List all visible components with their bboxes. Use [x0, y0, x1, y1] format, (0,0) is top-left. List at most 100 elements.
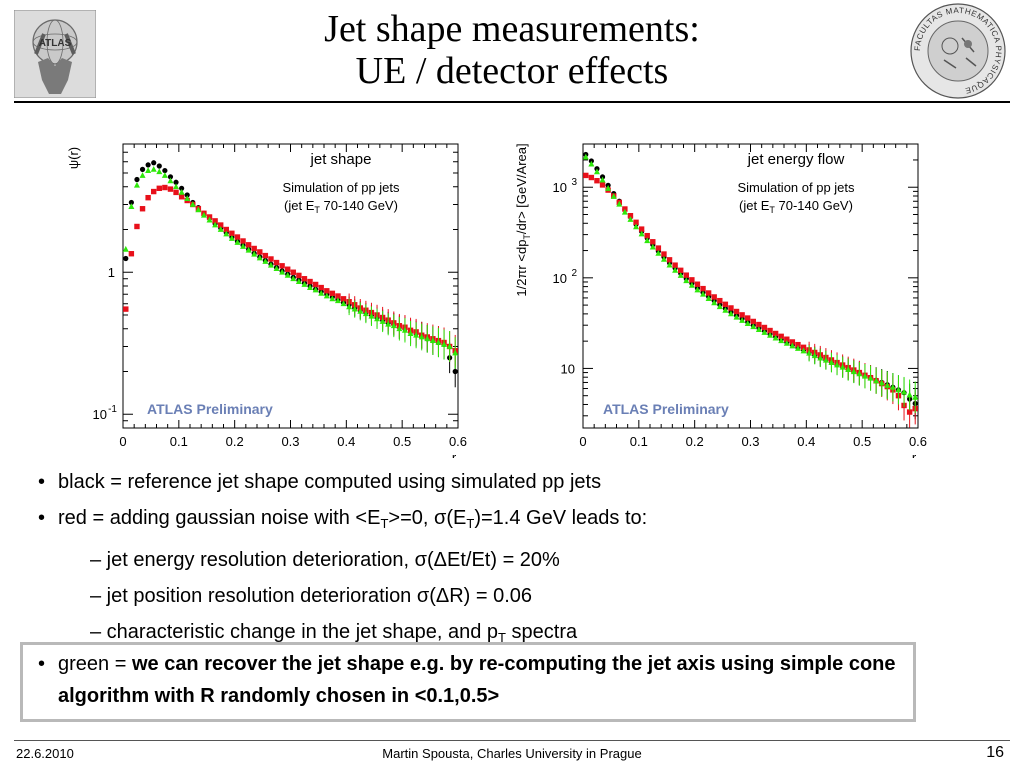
chart-title: jet energy flow: [747, 151, 845, 168]
y-axis-label: 1/2πr <dpT/dr> [GeV/Area]: [514, 143, 532, 296]
smeared-point: [906, 409, 913, 415]
recovered-point: [262, 258, 269, 264]
bullet-red: • red = adding gaussian noise with <ET>=0…: [38, 507, 648, 531]
smeared-point: [178, 194, 185, 200]
smeared-point: [245, 242, 252, 248]
smeared-point: [655, 245, 662, 251]
smeared-point: [251, 245, 257, 252]
x-tick-label: 0: [579, 434, 586, 449]
smeared-point: [123, 306, 129, 312]
recovered-point: [750, 323, 757, 330]
bullet-black-text: black = reference jet shape computed usi…: [58, 471, 602, 493]
recovered-point: [627, 216, 634, 222]
recovered-point: [156, 168, 163, 175]
reference-point: [151, 160, 157, 166]
bullet-red-mid: >=0, σ(E: [388, 507, 467, 529]
x-tick-label: 0.3: [741, 434, 759, 449]
chart-title: jet shape: [310, 151, 372, 168]
reference-point: [173, 179, 179, 185]
recovered-point: [906, 391, 913, 398]
smeared-point: [324, 288, 330, 294]
smeared-point: [666, 257, 673, 263]
recovered-point: [401, 326, 408, 333]
recovered-point: [390, 322, 397, 329]
smeared-point: [167, 186, 174, 192]
bullet-red-sub2: T: [466, 516, 475, 531]
smeared-point: [717, 297, 723, 304]
chart-subtitle-line-2: (jet ET 70-140 GeV): [284, 198, 398, 215]
y-tick-exponent: -1: [108, 404, 117, 415]
x-tick-label: 0.1: [630, 434, 648, 449]
recovered-point: [217, 226, 224, 232]
smeared-point: [638, 226, 645, 232]
recovered-point: [161, 172, 168, 178]
recovered-point: [861, 372, 868, 379]
recovered-point: [811, 352, 818, 359]
subbullet-shape-change-sub: T: [498, 630, 506, 645]
x-tick-label: 0.4: [337, 434, 355, 449]
recovered-point: [139, 172, 146, 178]
smeared-point: [756, 321, 762, 328]
recovered-point: [340, 300, 347, 307]
recovered-point: [621, 208, 628, 215]
recovered-point: [346, 303, 353, 310]
title-line-2: UE / detector effects: [355, 50, 669, 92]
y-tick-label: 1: [108, 265, 115, 280]
recovered-point: [307, 284, 314, 290]
recovered-point: [418, 333, 425, 340]
recovered-point: [850, 368, 857, 375]
recovered-point: [778, 337, 785, 344]
smeared-point: [722, 301, 729, 308]
green-highlight-box: [20, 642, 916, 722]
smeared-point: [761, 324, 768, 331]
recovered-point: [133, 181, 140, 188]
chart-subtitle-line-1: Simulation of pp jets: [737, 180, 855, 195]
smeared-point: [594, 178, 600, 184]
title-line-1: Jet shape measurements:: [324, 8, 700, 50]
recovered-point: [677, 272, 684, 278]
atlas-preliminary-label: ATLAS Preliminary: [603, 401, 729, 417]
bullet-red-post: )=1.4 GeV leads to:: [474, 507, 648, 529]
smeared-point: [650, 239, 656, 245]
faculty-seal: FACULTAS MATHEMATICA PHYSICAQUE: [910, 3, 1006, 99]
jet-energy-flow-chart: 0 0.1 0.2 0.3 0.4 0.5 0.6r 10 3 10 2 10 1/2πr <dpT/d…: [514, 143, 927, 458]
recovered-point: [429, 337, 436, 344]
smeared-point: [739, 312, 745, 318]
smeared-point: [290, 269, 296, 275]
bullet-red-pre: red = adding gaussian noise with <E: [58, 507, 381, 529]
x-tick-label: 0.5: [393, 434, 411, 449]
smeared-point: [162, 184, 168, 191]
recovered-point: [284, 272, 291, 278]
recovered-point: [901, 388, 908, 395]
bullet-green-bold: we can recover the jet shape e.g. by re-…: [58, 653, 896, 707]
recovered-point: [666, 261, 673, 268]
recovered-point: [368, 312, 375, 319]
smeared-point: [151, 188, 157, 195]
recovered-point: [407, 330, 414, 336]
smeared-point: [318, 284, 324, 291]
smeared-point: [767, 327, 773, 334]
recovered-point: [599, 176, 606, 183]
recovered-point: [251, 250, 258, 257]
reference-point: [139, 166, 146, 172]
plot-frame: [122, 143, 459, 429]
recovered-point: [290, 275, 297, 282]
recovered-point: [705, 295, 712, 301]
smeared-point: [800, 344, 807, 351]
recovered-point: [761, 329, 768, 335]
recovered-point: [167, 177, 174, 184]
recovered-point: [610, 193, 617, 199]
recovered-point: [817, 354, 824, 361]
x-tick-label: 0.6: [449, 434, 467, 449]
smeared-point: [700, 285, 706, 292]
recovered-point: [267, 261, 274, 268]
recovered-point: [767, 331, 774, 338]
smeared-point: [296, 272, 302, 279]
recovered-point: [660, 255, 667, 262]
smeared-point: [588, 174, 595, 181]
recovered-point: [638, 230, 645, 237]
recovered-point: [649, 243, 656, 250]
recovered-point: [616, 200, 623, 207]
recovered-point: [396, 325, 403, 332]
x-axis-label: r: [912, 450, 917, 458]
